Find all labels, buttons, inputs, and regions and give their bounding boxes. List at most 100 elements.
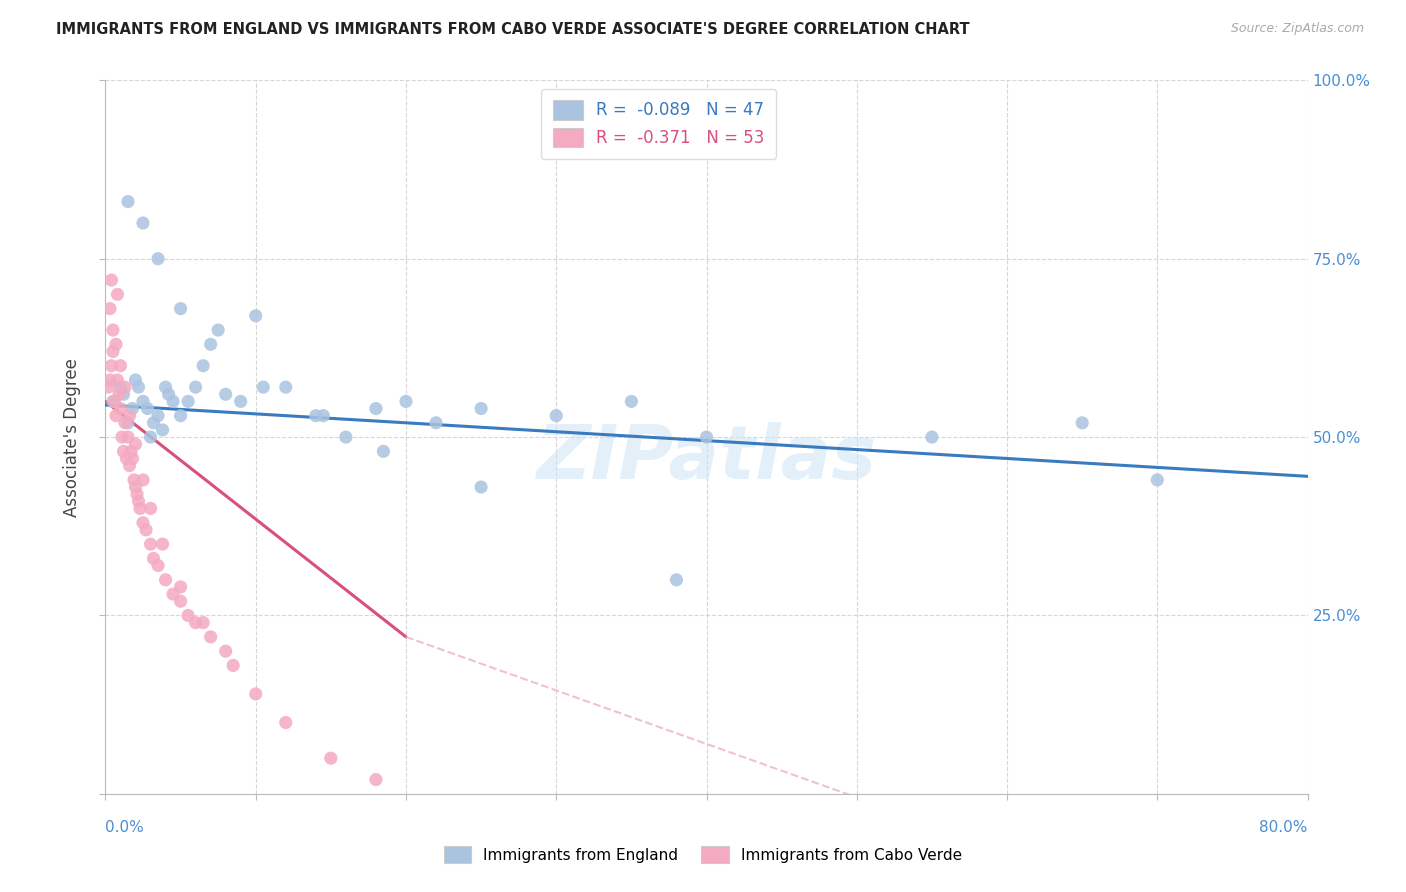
Point [245, 309, 267, 323]
Point [114, 380, 136, 394]
Point [312, 409, 335, 423]
Point [169, 409, 191, 423]
Point [117, 416, 139, 430]
Point [98, 301, 121, 316]
Point [146, 409, 169, 423]
Text: IMMIGRANTS FROM ENGLAND VS IMMIGRANTS FROM CABO VERDE ASSOCIATE'S DEGREE CORRELA: IMMIGRANTS FROM ENGLAND VS IMMIGRANTS FR… [56, 22, 970, 37]
Point [1146, 473, 1168, 487]
Point [152, 423, 174, 437]
Point [214, 644, 236, 658]
Point [364, 772, 387, 787]
Point [107, 287, 129, 301]
Point [162, 587, 184, 601]
Point [177, 608, 200, 623]
Point [120, 444, 142, 458]
Point [200, 337, 222, 351]
Text: 0.0%: 0.0% [105, 821, 145, 835]
Point [169, 301, 191, 316]
Point [191, 359, 214, 373]
Point [169, 580, 191, 594]
Point [139, 430, 162, 444]
Point [132, 516, 155, 530]
Point [229, 394, 252, 409]
Point [665, 573, 688, 587]
Point [110, 380, 132, 394]
Point [142, 416, 165, 430]
Point [121, 401, 143, 416]
Point [132, 394, 155, 409]
Point [104, 337, 127, 351]
Point [546, 409, 568, 423]
Point [373, 444, 395, 458]
Point [222, 658, 245, 673]
Point [696, 430, 718, 444]
Point [107, 373, 129, 387]
Point [103, 394, 125, 409]
Point [136, 401, 159, 416]
Point [921, 430, 943, 444]
Point [319, 751, 342, 765]
Text: ZIPatlas: ZIPatlas [537, 422, 876, 495]
Point [110, 401, 132, 416]
Point [111, 430, 134, 444]
Point [118, 458, 141, 473]
Point [364, 401, 387, 416]
Point [214, 387, 236, 401]
Point [395, 394, 418, 409]
Point [124, 373, 146, 387]
Point [100, 359, 122, 373]
Point [184, 380, 207, 394]
Point [177, 394, 200, 409]
Point [118, 409, 141, 423]
Point [121, 451, 143, 466]
Point [129, 501, 152, 516]
Point [117, 430, 139, 444]
Point [155, 380, 177, 394]
Point [245, 687, 267, 701]
Legend: R =  -0.089   N = 47, R =  -0.371   N = 53: R = -0.089 N = 47, R = -0.371 N = 53 [541, 88, 776, 159]
Text: Source: ZipAtlas.com: Source: ZipAtlas.com [1230, 22, 1364, 36]
Point [425, 416, 447, 430]
Point [132, 216, 155, 230]
Point [100, 273, 122, 287]
Point [152, 537, 174, 551]
Point [97, 380, 120, 394]
Point [162, 394, 184, 409]
Point [128, 380, 150, 394]
Point [146, 252, 169, 266]
Point [101, 394, 124, 409]
Point [112, 444, 135, 458]
Point [135, 523, 157, 537]
Point [139, 501, 162, 516]
Point [155, 573, 177, 587]
Point [191, 615, 214, 630]
Point [1071, 416, 1094, 430]
Legend: Immigrants from England, Immigrants from Cabo Verde: Immigrants from England, Immigrants from… [436, 838, 970, 871]
Point [142, 551, 165, 566]
Point [104, 409, 127, 423]
Point [124, 437, 146, 451]
Point [274, 380, 297, 394]
Point [169, 594, 191, 608]
Point [470, 480, 492, 494]
Point [101, 323, 124, 337]
Point [114, 416, 136, 430]
Point [101, 344, 124, 359]
Point [117, 194, 139, 209]
Point [200, 630, 222, 644]
Point [335, 430, 357, 444]
Point [125, 487, 148, 501]
Point [184, 615, 207, 630]
Point [122, 473, 145, 487]
Point [115, 451, 138, 466]
Point [108, 387, 131, 401]
Point [274, 715, 297, 730]
Text: 80.0%: 80.0% [1260, 821, 1308, 835]
Point [470, 401, 492, 416]
Point [305, 409, 328, 423]
Point [139, 537, 162, 551]
Point [112, 387, 135, 401]
Point [157, 387, 180, 401]
Point [620, 394, 643, 409]
Point [146, 558, 169, 573]
